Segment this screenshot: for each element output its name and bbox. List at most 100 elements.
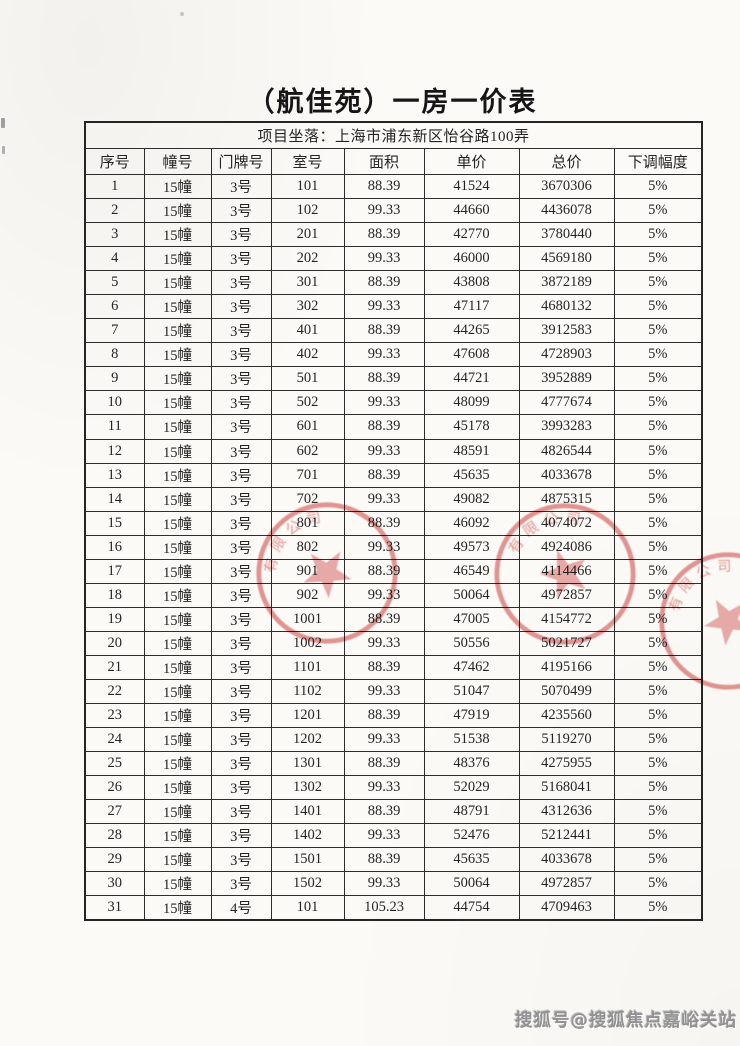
table-row: 18 15幢 3号 902 99.33 50064 4972857 5% bbox=[84, 582, 703, 608]
table-cell: 5% bbox=[613, 799, 703, 825]
table-cell: 5% bbox=[613, 630, 703, 656]
table-cell: 15幢 bbox=[143, 390, 212, 416]
table-cell: 301 bbox=[270, 270, 345, 296]
table-cell: 43808 bbox=[423, 270, 520, 296]
table-cell: 3号 bbox=[210, 654, 272, 680]
table-cell: 3号 bbox=[210, 318, 272, 344]
table-cell: 5% bbox=[613, 438, 703, 464]
table-cell: 5% bbox=[613, 173, 703, 200]
table-cell: 99.33 bbox=[343, 486, 425, 512]
table-row: 12 15幢 3号 602 99.33 48591 4826544 5% bbox=[84, 438, 703, 464]
table-cell: 44660 bbox=[423, 198, 520, 224]
table-row: 26 15幢 3号 1302 99.33 52029 5168041 5% bbox=[84, 775, 703, 801]
table-cell: 802 bbox=[270, 534, 345, 560]
table-cell: 9 bbox=[84, 366, 145, 392]
table-row: 30 15幢 3号 1502 99.33 50064 4972857 5% bbox=[84, 871, 703, 897]
table-cell: 99.33 bbox=[343, 678, 425, 705]
table-cell: 15幢 bbox=[143, 510, 212, 536]
table-cell: 3号 bbox=[210, 751, 272, 777]
table-cell: 47608 bbox=[423, 342, 520, 368]
table-cell: 1501 bbox=[270, 847, 345, 873]
table-row: 17 15幢 3号 901 88.39 46549 4114466 5% bbox=[84, 558, 703, 584]
table-cell: 5119270 bbox=[518, 727, 615, 753]
table-cell: 3780440 bbox=[518, 222, 615, 248]
table-row: 28 15幢 3号 1402 99.33 52476 5212441 5% bbox=[84, 823, 703, 849]
table-cell: 302 bbox=[270, 294, 345, 320]
table-cell: 102 bbox=[270, 198, 345, 224]
table-cell: 3号 bbox=[210, 198, 272, 224]
table-row: 4 15幢 3号 202 99.33 46000 4569180 5% bbox=[84, 246, 703, 272]
table-cell: 4436078 bbox=[518, 198, 615, 224]
table-cell: 15幢 bbox=[143, 654, 212, 680]
table-cell: 50064 bbox=[423, 871, 520, 897]
table-cell: 51538 bbox=[423, 727, 520, 753]
table-cell: 28 bbox=[84, 823, 145, 849]
table-cell: 15幢 bbox=[143, 606, 212, 632]
table-cell: 5% bbox=[613, 198, 703, 224]
table-cell: 88.39 bbox=[343, 462, 425, 488]
table-cell: 601 bbox=[270, 414, 345, 440]
table-cell: 3号 bbox=[210, 486, 272, 512]
table-cell: 88.39 bbox=[343, 270, 425, 296]
table-cell: 3912583 bbox=[518, 318, 615, 344]
table-cell: 47919 bbox=[423, 703, 520, 729]
table-cell: 20 bbox=[84, 630, 145, 656]
table-cell: 5% bbox=[613, 775, 703, 801]
table-cell: 12 bbox=[84, 438, 145, 464]
table-cell: 1101 bbox=[270, 654, 345, 680]
project-location: 项目坐落：上海市浦东新区怡谷路100弄 bbox=[84, 121, 703, 149]
table-cell: 15幢 bbox=[143, 342, 212, 368]
table-row: 25 15幢 3号 1301 88.39 48376 4275955 5% bbox=[84, 751, 703, 777]
table-cell: 3号 bbox=[210, 727, 272, 753]
table-cell: 4 bbox=[84, 246, 145, 272]
table-cell: 5% bbox=[613, 390, 703, 416]
table-cell: 48376 bbox=[423, 751, 520, 777]
table-cell: 3号 bbox=[210, 606, 272, 632]
table-cell: 15幢 bbox=[143, 847, 212, 873]
table-cell: 5% bbox=[613, 222, 703, 248]
table-cell: 5070499 bbox=[518, 678, 615, 705]
table-cell: 49082 bbox=[423, 486, 520, 512]
table-row: 1 15幢 3号 101 88.39 41524 3670306 5% bbox=[84, 173, 703, 200]
table-cell: 902 bbox=[270, 582, 345, 608]
table-cell: 15幢 bbox=[143, 823, 212, 849]
column-header: 面积 bbox=[343, 148, 425, 175]
table-cell: 88.39 bbox=[343, 366, 425, 392]
table-row: 2 15幢 3号 102 99.33 44660 4436078 5% bbox=[84, 198, 703, 224]
table-cell: 5% bbox=[613, 270, 703, 296]
table-cell: 47462 bbox=[423, 654, 520, 680]
table-cell: 88.39 bbox=[343, 654, 425, 680]
scan-speck bbox=[180, 12, 184, 16]
table-cell: 50064 bbox=[423, 582, 520, 608]
table-cell: 45635 bbox=[423, 462, 520, 488]
table-cell: 42770 bbox=[423, 222, 520, 248]
column-header: 单价 bbox=[423, 148, 520, 175]
table-cell: 88.39 bbox=[343, 173, 425, 200]
table-cell: 402 bbox=[270, 342, 345, 368]
table-body: 1 15幢 3号 101 88.39 41524 3670306 5% 2 15幢 3号 102 99.… bbox=[84, 173, 703, 921]
table-cell: 15幢 bbox=[143, 678, 212, 705]
table-cell: 3号 bbox=[210, 390, 272, 416]
column-header: 总价 bbox=[518, 148, 615, 175]
table-cell: 3号 bbox=[210, 222, 272, 248]
table-cell: 3号 bbox=[210, 534, 272, 560]
table-cell: 105.23 bbox=[343, 895, 425, 921]
table-cell: 15幢 bbox=[143, 270, 212, 296]
table-cell: 401 bbox=[270, 318, 345, 344]
table-row: 8 15幢 3号 402 99.33 47608 4728903 5% bbox=[84, 342, 703, 368]
column-header: 幢号 bbox=[143, 148, 212, 175]
table-cell: 16 bbox=[84, 534, 145, 560]
table-cell: 1302 bbox=[270, 775, 345, 801]
table-cell: 5% bbox=[613, 486, 703, 512]
table-cell: 901 bbox=[270, 558, 345, 584]
table-cell: 22 bbox=[84, 678, 145, 705]
table-cell: 29 bbox=[84, 847, 145, 873]
table-cell: 15幢 bbox=[143, 462, 212, 488]
table-cell: 3号 bbox=[210, 703, 272, 729]
table-cell: 99.33 bbox=[343, 727, 425, 753]
column-header: 序号 bbox=[84, 148, 145, 175]
table-cell: 15幢 bbox=[143, 414, 212, 440]
table-cell: 41524 bbox=[423, 173, 520, 200]
table-row: 16 15幢 3号 802 99.33 49573 4924086 5% bbox=[84, 534, 703, 560]
